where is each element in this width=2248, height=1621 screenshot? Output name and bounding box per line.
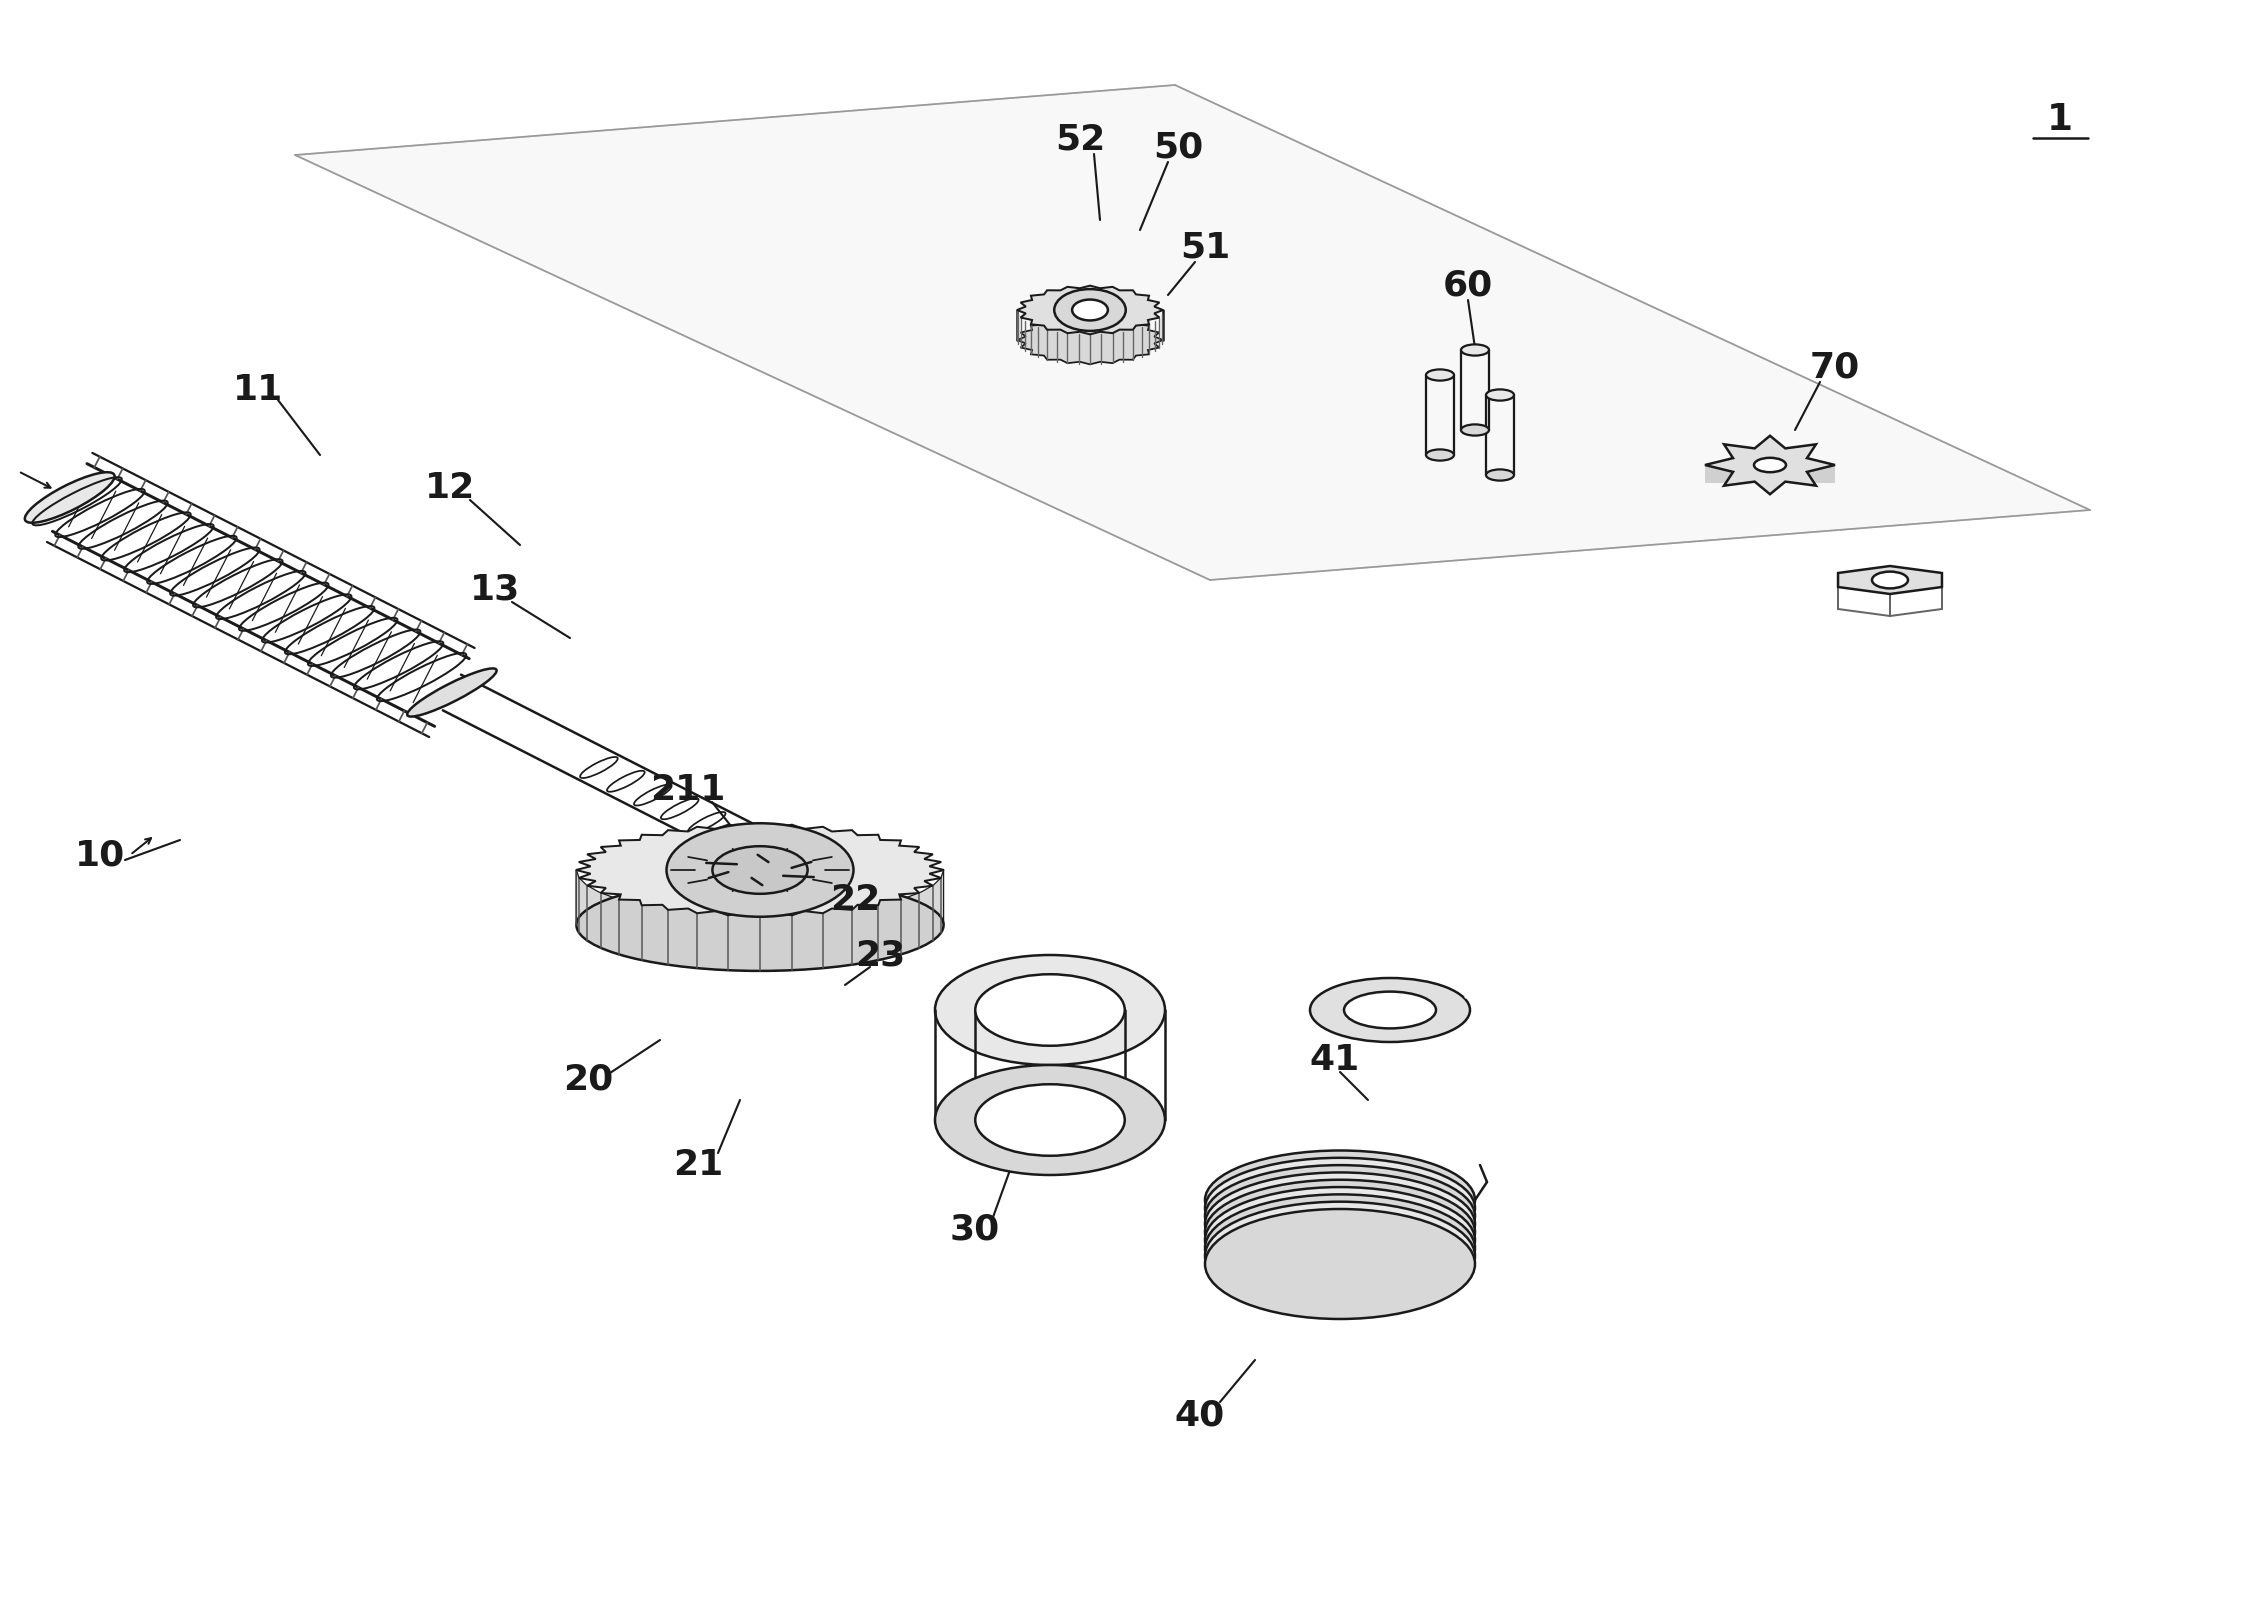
Ellipse shape bbox=[1461, 344, 1488, 355]
Ellipse shape bbox=[1873, 572, 1909, 588]
Text: 1: 1 bbox=[2048, 102, 2073, 138]
Ellipse shape bbox=[1425, 370, 1454, 381]
Ellipse shape bbox=[1205, 1165, 1475, 1268]
Text: 11: 11 bbox=[234, 373, 283, 407]
Polygon shape bbox=[294, 84, 2091, 580]
Ellipse shape bbox=[1461, 425, 1488, 436]
Ellipse shape bbox=[1344, 992, 1436, 1028]
Ellipse shape bbox=[713, 846, 807, 893]
Polygon shape bbox=[575, 823, 944, 916]
Text: 50: 50 bbox=[1153, 131, 1203, 165]
Ellipse shape bbox=[1205, 1180, 1475, 1284]
Text: 23: 23 bbox=[854, 939, 906, 973]
Text: 21: 21 bbox=[672, 1148, 724, 1182]
Polygon shape bbox=[1704, 436, 1834, 494]
Ellipse shape bbox=[1486, 389, 1513, 400]
Text: 10: 10 bbox=[74, 838, 126, 872]
Ellipse shape bbox=[1205, 1151, 1475, 1250]
Polygon shape bbox=[1704, 465, 1834, 483]
Ellipse shape bbox=[976, 974, 1124, 1046]
Ellipse shape bbox=[1205, 1195, 1475, 1302]
Polygon shape bbox=[1839, 566, 1942, 593]
Text: 41: 41 bbox=[1311, 1042, 1360, 1076]
Ellipse shape bbox=[1054, 289, 1126, 331]
Text: 51: 51 bbox=[1180, 232, 1230, 264]
Ellipse shape bbox=[935, 955, 1164, 1065]
Ellipse shape bbox=[665, 823, 854, 917]
Ellipse shape bbox=[25, 472, 115, 524]
Text: 40: 40 bbox=[1176, 1397, 1225, 1431]
Ellipse shape bbox=[1753, 457, 1785, 472]
Ellipse shape bbox=[1205, 1187, 1475, 1294]
Ellipse shape bbox=[1205, 1209, 1475, 1319]
Ellipse shape bbox=[1205, 1172, 1475, 1276]
Text: 60: 60 bbox=[1443, 267, 1493, 302]
Ellipse shape bbox=[575, 879, 944, 971]
Text: 20: 20 bbox=[562, 1063, 614, 1097]
Text: 12: 12 bbox=[425, 472, 474, 506]
Text: 211: 211 bbox=[650, 773, 726, 807]
Text: 70: 70 bbox=[1810, 352, 1859, 386]
Text: 30: 30 bbox=[951, 1213, 1000, 1247]
Text: 13: 13 bbox=[470, 572, 519, 606]
Ellipse shape bbox=[1072, 300, 1108, 321]
Text: 52: 52 bbox=[1054, 123, 1106, 157]
Ellipse shape bbox=[976, 1084, 1124, 1156]
Ellipse shape bbox=[1205, 1157, 1475, 1258]
Ellipse shape bbox=[407, 668, 497, 716]
Ellipse shape bbox=[1205, 1201, 1475, 1310]
Polygon shape bbox=[1016, 285, 1162, 334]
Ellipse shape bbox=[935, 1065, 1164, 1175]
Polygon shape bbox=[1016, 316, 1162, 365]
Ellipse shape bbox=[1311, 977, 1470, 1042]
Ellipse shape bbox=[1425, 449, 1454, 460]
Ellipse shape bbox=[1486, 470, 1513, 480]
Polygon shape bbox=[575, 870, 944, 971]
Text: 22: 22 bbox=[830, 883, 881, 917]
